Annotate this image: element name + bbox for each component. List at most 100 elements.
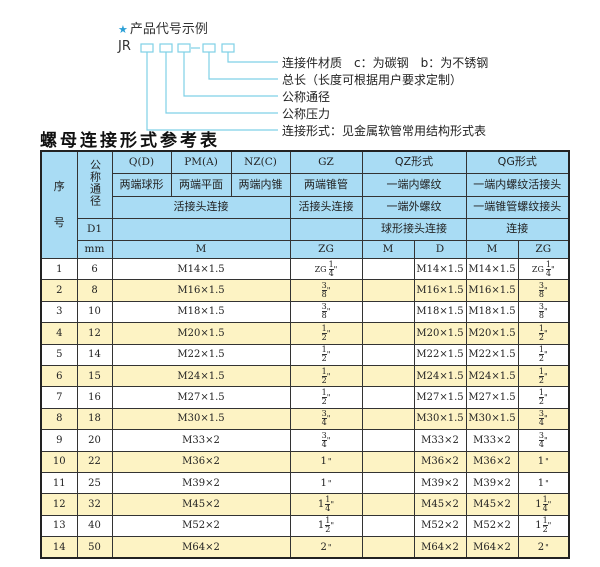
row-qz-d: M45×2 [413,493,467,516]
row-qz-d: M14×1.5 [413,257,467,281]
row-m: M52×2 [111,514,291,538]
row-no: 4 [40,322,78,345]
inch-mark: " [543,286,548,296]
label-material: 连接件材质 c：为碳钢 b：为不锈钢 [282,56,489,70]
table-row: 4 12 M20×1.5 1 2 " M20×1.5 M20×1.5 1 2 " [40,322,570,345]
row-no: 8 [40,407,78,431]
row-dn: 6 [76,257,113,281]
row-zg: 3 8 " [289,279,363,302]
zg-den: 4 [321,439,327,449]
zg-den: 4 [321,418,327,428]
zg-den: 2 [538,397,544,407]
inch-mark: " [547,521,552,531]
header-qd-desc: 两端球形 [111,173,172,197]
inch-mark: " [326,307,331,317]
row-dn: 14 [76,343,113,366]
table-row: 7 16 M27×1.5 1 2 " M27×1.5 M27×1.5 1 2 " [40,386,570,409]
header-gz-desc: 两端锥管 [289,173,363,197]
row-qz-m [361,536,415,559]
label-diameter: 公称通径 [282,90,331,104]
table-row: 9 20 M33×2 3 4 " M33×2 M33×2 3 4 " [40,429,570,452]
header-gz: GZ [289,150,363,174]
row-no: 13 [40,514,78,538]
row-zg: 1 2 " [289,322,363,345]
row-qz-m [361,514,415,538]
row-qg-m: M14×1.5 [465,257,519,281]
row-qz-m [361,386,415,409]
row-qg-m: M33×2 [465,429,519,452]
table-title: 螺母连接形式参考表 [40,131,220,151]
zg-num: 3 [538,281,544,292]
inch-mark: " [543,393,548,403]
row-m: M39×2 [111,471,291,495]
code-example-title: ★ 产品代号示例 [118,22,208,37]
header-qz-d: D [413,240,467,259]
row-no: 11 [40,471,78,495]
row-qg-m: M36×2 [465,450,519,473]
row-dn: 8 [76,279,113,302]
row-qg-m: M52×2 [465,514,519,538]
row-no: 1 [40,257,78,281]
row-dn: 40 [76,514,113,538]
row-m: M33×2 [111,429,291,452]
row-zg: 1 2 " [289,386,363,409]
row-qg-zg: 1 1 4 " [517,493,570,516]
row-qg-zg: 1" [517,450,570,473]
table-row: 5 14 M22×1.5 1 2 " M22×1.5 M22×1.5 1 2 " [40,343,570,366]
row-qz-m [361,343,415,366]
row-qz-m [361,300,415,324]
row-m: M64×2 [111,536,291,559]
row-dn: 32 [76,493,113,516]
header-qg-m: M [465,240,519,259]
zg-den: 2 [321,375,327,385]
inch-mark: " [326,414,331,424]
zg-num: 1 [538,323,544,334]
label-length: 总长（长度可根据用户要求定制） [282,73,463,87]
inch-mark: " [326,371,331,381]
row-qz-d: M64×2 [413,536,467,559]
zg-num: 1 [328,259,334,270]
code-diagram [140,43,278,131]
zg-num: 3 [538,302,544,313]
zg-den: 2 [538,354,544,364]
zg-num: 3 [321,430,327,441]
zg-den: 2 [538,375,544,385]
inch-mark: " [547,499,552,509]
row-no: 3 [40,300,78,324]
header-qz-m: M [361,240,415,259]
row-qg-zg: 1 2 " [517,386,570,409]
zg-num: 3 [321,281,327,292]
row-no: 12 [40,493,78,516]
inch-mark: " [550,264,555,274]
code-prefix: JR [118,39,131,54]
inch-mark: " [326,286,331,296]
row-qz-d: M36×2 [413,450,467,473]
inch-mark: " [543,328,548,338]
inch-mark: " [543,307,548,317]
header-qg-conn: 连接 [465,218,570,241]
row-m: M27×1.5 [111,386,291,409]
row-qg-zg: 3 4 " [517,429,570,452]
zg-den: 2 [542,525,548,535]
header-qg-zg: ZG [517,240,570,259]
inch-mark: " [330,499,335,509]
inch-mark: " [326,328,331,338]
row-qg-zg: 1 2 " [517,322,570,345]
row-dn: 10 [76,300,113,324]
table-row: 3 10 M18×1.5 3 8 " M18×1.5 M18×1.5 3 8 " [40,300,570,324]
header-qz-conn: 球形接头连接 [361,218,467,241]
zg-den: 4 [325,503,331,513]
zg-den: 4 [545,268,551,278]
row-qg-m: M24×1.5 [465,364,519,388]
zg-den: 8 [321,311,327,321]
row-qz-d: M18×1.5 [413,300,467,324]
